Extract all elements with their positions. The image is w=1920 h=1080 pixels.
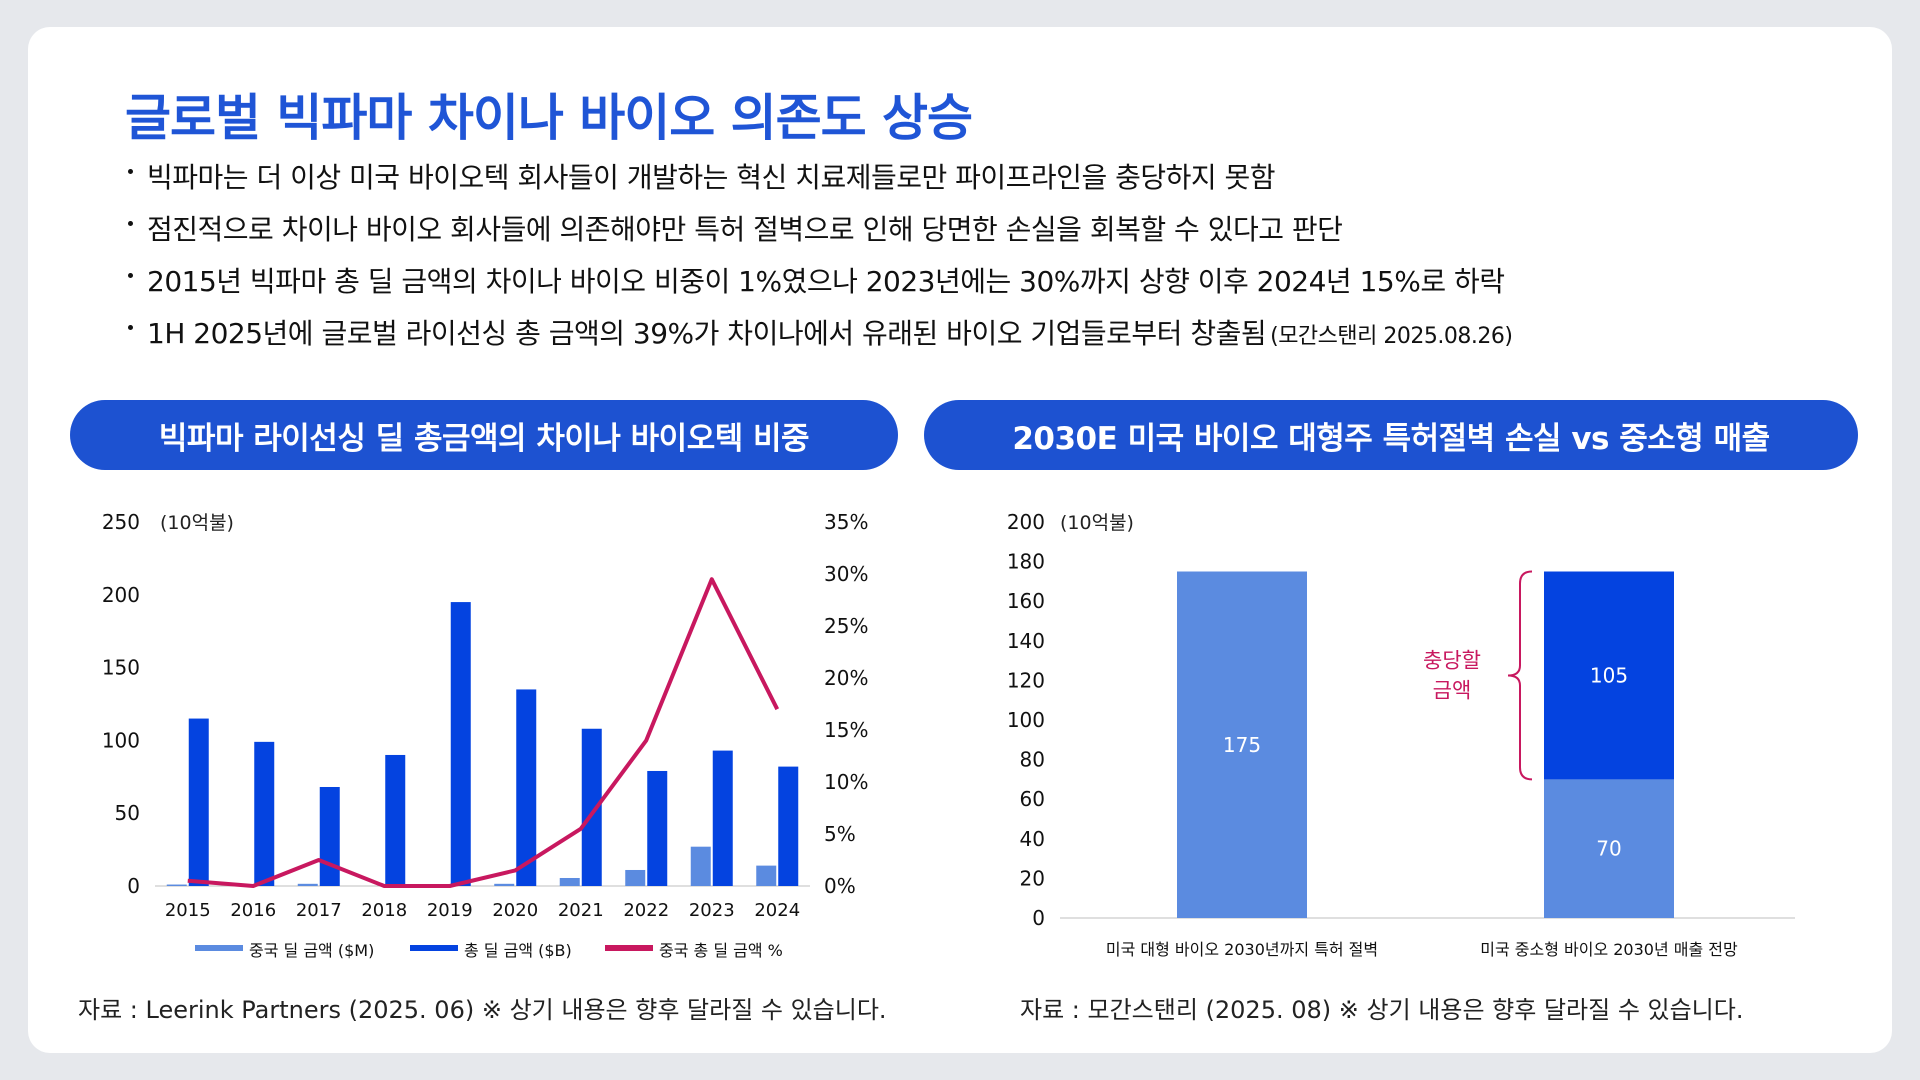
y-tick-label: 0 bbox=[1032, 906, 1045, 930]
y2-tick-label: 20% bbox=[824, 666, 868, 690]
x-tick-label: 2020 bbox=[492, 900, 538, 921]
y-tick-label: 50 bbox=[115, 801, 140, 825]
total-deal-bar bbox=[712, 750, 733, 886]
stacked-bar-segment bbox=[1544, 571, 1674, 780]
china-deal-bar bbox=[297, 883, 318, 886]
stacked-bar-segment bbox=[1177, 571, 1307, 918]
total-deal-bar bbox=[647, 770, 668, 886]
y2-tick-label: 25% bbox=[824, 614, 868, 638]
bullet-text: 2015년 빅파마 총 딜 금액의 차이나 바이오 비중이 1%였으나 2023… bbox=[147, 265, 1505, 298]
left-chart-title: 빅파마 라이선싱 딜 총금액의 차이나 바이오텍 비중 bbox=[70, 400, 898, 470]
total-deal-bar bbox=[254, 741, 275, 886]
total-deal-bar bbox=[319, 786, 340, 886]
y-tick-label: 140 bbox=[1007, 629, 1045, 653]
y-tick-label: 20 bbox=[1020, 866, 1045, 890]
x-tick-label: 미국 중소형 바이오 2030년 매출 전망 bbox=[1480, 940, 1738, 959]
legend-label: 중국 총 딜 금액 % bbox=[659, 941, 783, 960]
total-deal-bar bbox=[516, 689, 537, 886]
china-share-line bbox=[187, 577, 780, 888]
y-tick-label: 80 bbox=[1020, 748, 1045, 772]
bullet-item: 1H 2025년에 글로벌 라이선싱 총 금액의 39%가 차이나에서 유래된 … bbox=[125, 308, 1513, 360]
y-tick-label: 160 bbox=[1007, 589, 1045, 613]
legend-swatch bbox=[195, 945, 243, 951]
y2-tick-label: 0% bbox=[824, 874, 856, 898]
page-title: 글로벌 빅파마 차이나 바이오 의존도 상승 bbox=[125, 89, 973, 147]
total-deal-bar bbox=[778, 766, 799, 886]
bullet-item: 2015년 빅파마 총 딜 금액의 차이나 바이오 비중이 1%였으나 2023… bbox=[125, 256, 1512, 308]
bar-value-label: 70 bbox=[1596, 837, 1621, 861]
total-deal-bar bbox=[385, 754, 406, 886]
china-deal-bar bbox=[494, 883, 515, 886]
brace-icon bbox=[1507, 570, 1533, 781]
x-tick-label: 2023 bbox=[689, 900, 735, 921]
legend-swatch bbox=[410, 945, 458, 951]
left-chart-source: 자료 : Leerink Partners (2025. 06) ※ 상기 내용… bbox=[78, 996, 887, 1024]
bullet-list: 빅파마는 더 이상 미국 바이오텍 회사들이 개발하는 혁신 치료제들로만 파이… bbox=[125, 152, 1513, 360]
x-tick-label: 2024 bbox=[754, 900, 800, 921]
x-tick-label: 미국 대형 바이오 2030년까지 특허 절벽 bbox=[1106, 940, 1378, 959]
y2-tick-label: 15% bbox=[824, 718, 868, 742]
legend-label: 총 딜 금액 ($B) bbox=[464, 941, 572, 960]
total-deal-bar bbox=[581, 728, 602, 886]
x-tick-label: 2019 bbox=[427, 900, 473, 921]
annotation-label: 충당할 bbox=[1423, 648, 1481, 672]
y2-tick-label: 30% bbox=[824, 562, 868, 586]
right-chart-source: 자료 : 모간스탠리 (2025. 08) ※ 상기 내용은 향후 달라질 수 … bbox=[1020, 996, 1744, 1024]
unit-label: (10억불) bbox=[160, 512, 234, 534]
bullet-citation: (모간스탠리 2025.08.26) bbox=[1270, 324, 1513, 349]
patent-cliff-chart: 0 20 40 60 80 100 120 140 160 180 200 (10억불) 175 미국 대… bbox=[1007, 510, 1795, 959]
annotation-label: 금액 bbox=[1433, 678, 1472, 702]
y2-tick-label: 5% bbox=[824, 822, 856, 846]
y-tick-label: 60 bbox=[1020, 787, 1045, 811]
bar-value-label: 105 bbox=[1590, 663, 1628, 687]
china-deal-bar bbox=[625, 869, 646, 886]
y-tick-label: 200 bbox=[102, 583, 140, 607]
unit-label: (10억불) bbox=[1060, 512, 1134, 534]
china-deal-bar bbox=[756, 865, 777, 886]
y2-tick-label: 10% bbox=[824, 770, 868, 794]
y-tick-label: 120 bbox=[1007, 668, 1045, 692]
licensing-deal-chart: 0 50 100 150 200 250 0% 5% 10% 15% 20% 25% 30% 35% (10… bbox=[102, 510, 869, 960]
bullet-item: 점진적으로 차이나 바이오 회사들에 의존해야만 특허 절벽으로 인해 당면한 … bbox=[125, 204, 1512, 256]
bullet-item: 빅파마는 더 이상 미국 바이오텍 회사들이 개발하는 혁신 치료제들로만 파이… bbox=[125, 152, 1512, 204]
china-deal-bar bbox=[166, 884, 187, 886]
bullet-text: 점진적으로 차이나 바이오 회사들에 의존해야만 특허 절벽으로 인해 당면한 … bbox=[147, 213, 1343, 246]
right-chart-title: 2030E 미국 바이오 대형주 특허절벽 손실 vs 중소형 매출 bbox=[924, 400, 1858, 470]
y-tick-label: 0 bbox=[127, 874, 140, 898]
y-tick-label: 200 bbox=[1007, 510, 1045, 534]
total-deal-bar bbox=[188, 718, 209, 886]
bar-value-label: 175 bbox=[1223, 733, 1261, 757]
bullet-text: 빅파마는 더 이상 미국 바이오텍 회사들이 개발하는 혁신 치료제들로만 파이… bbox=[147, 161, 1276, 194]
y2-tick-label: 35% bbox=[824, 510, 868, 534]
china-deal-bar bbox=[559, 877, 580, 886]
x-tick-label: 2017 bbox=[296, 900, 342, 921]
stacked-bar-segment bbox=[1544, 779, 1674, 918]
bullet-text: 1H 2025년에 글로벌 라이선싱 총 금액의 39%가 차이나에서 유래된 … bbox=[147, 317, 1267, 350]
y-tick-label: 40 bbox=[1020, 827, 1045, 851]
y-tick-label: 100 bbox=[1007, 708, 1045, 732]
total-deal-bar bbox=[450, 602, 471, 886]
x-tick-label: 2022 bbox=[623, 900, 669, 921]
y-tick-label: 250 bbox=[102, 510, 140, 534]
china-deal-bar bbox=[690, 846, 711, 886]
x-tick-label: 2018 bbox=[361, 900, 407, 921]
y-tick-label: 150 bbox=[102, 656, 140, 680]
legend-swatch bbox=[605, 945, 653, 951]
y-tick-label: 100 bbox=[102, 728, 140, 752]
x-tick-label: 2016 bbox=[230, 900, 276, 921]
x-tick-label: 2015 bbox=[165, 900, 211, 921]
y-tick-label: 180 bbox=[1007, 550, 1045, 574]
x-tick-label: 2021 bbox=[558, 900, 604, 921]
legend-label: 중국 딜 금액 ($M) bbox=[249, 941, 374, 960]
